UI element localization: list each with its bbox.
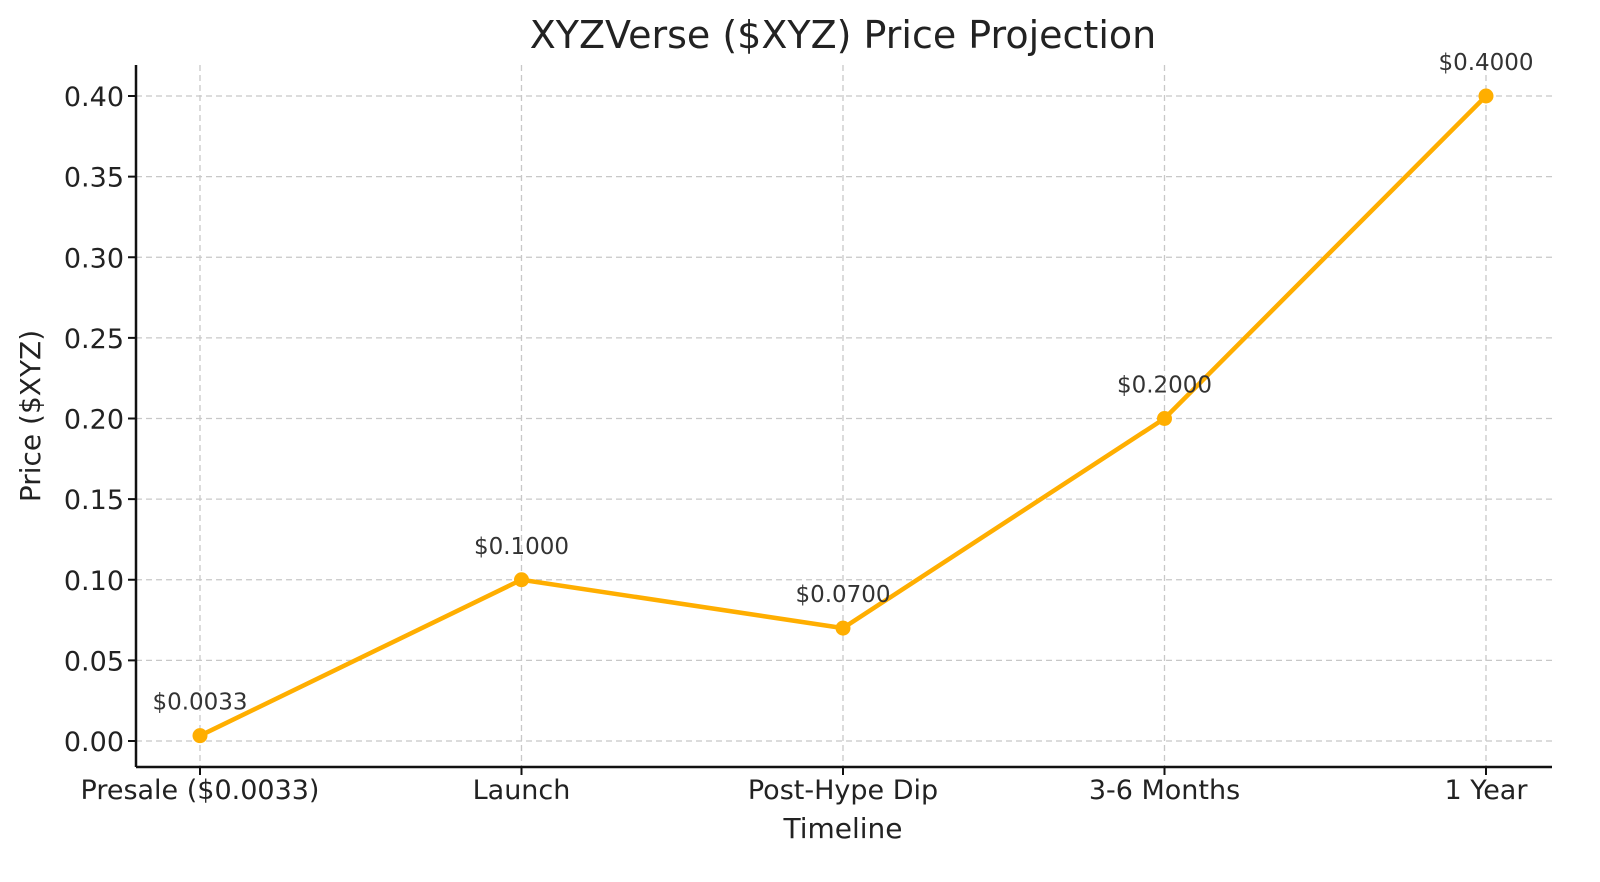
data-point bbox=[835, 620, 851, 636]
y-tick-label: 0.40 bbox=[64, 82, 124, 113]
data-label: $0.0033 bbox=[152, 690, 247, 716]
data-label: $0.1000 bbox=[474, 534, 569, 560]
y-axis-label: Price ($XYZ) bbox=[14, 330, 47, 502]
x-ticks: Presale ($0.0033) Launch Post-Hype Dip 3-6 … bbox=[81, 767, 1529, 806]
y-tick-label: 0.20 bbox=[64, 405, 124, 436]
y-tick-label: 0.30 bbox=[64, 243, 124, 274]
data-labels: $0.0033 $0.1000 $0.0700 $0.2000 $0.4000 bbox=[152, 50, 1533, 716]
x-tick-label: 3-6 Months bbox=[1089, 775, 1240, 806]
grid-lines bbox=[136, 65, 1552, 767]
y-ticks: 0.00 0.05 0.10 0.15 0.20 0.25 0.30 0.35 0.40 bbox=[64, 82, 136, 758]
data-point bbox=[1157, 411, 1172, 426]
y-tick-label: 0.25 bbox=[64, 324, 124, 355]
y-tick-label: 0.15 bbox=[64, 485, 124, 516]
data-label: $0.2000 bbox=[1117, 373, 1212, 399]
x-axis-label: Timeline bbox=[782, 812, 902, 845]
x-tick-label: 1 Year bbox=[1445, 775, 1529, 806]
data-point bbox=[514, 572, 529, 588]
y-tick-label: 0.00 bbox=[64, 727, 124, 758]
y-tick-label: 0.05 bbox=[64, 646, 124, 677]
chart-title: XYZVerse ($XYZ) Price Projection bbox=[530, 13, 1156, 57]
data-label: $0.0700 bbox=[795, 582, 890, 608]
data-point bbox=[1478, 88, 1494, 104]
data-label: $0.4000 bbox=[1438, 50, 1533, 76]
x-tick-label: Presale ($0.0033) bbox=[81, 775, 320, 806]
data-point bbox=[192, 728, 208, 744]
y-tick-label: 0.35 bbox=[64, 163, 124, 194]
x-tick-label: Launch bbox=[473, 775, 571, 806]
x-tick-label: Post-Hype Dip bbox=[748, 775, 938, 806]
price-series bbox=[192, 88, 1494, 744]
y-tick-label: 0.10 bbox=[64, 566, 124, 597]
